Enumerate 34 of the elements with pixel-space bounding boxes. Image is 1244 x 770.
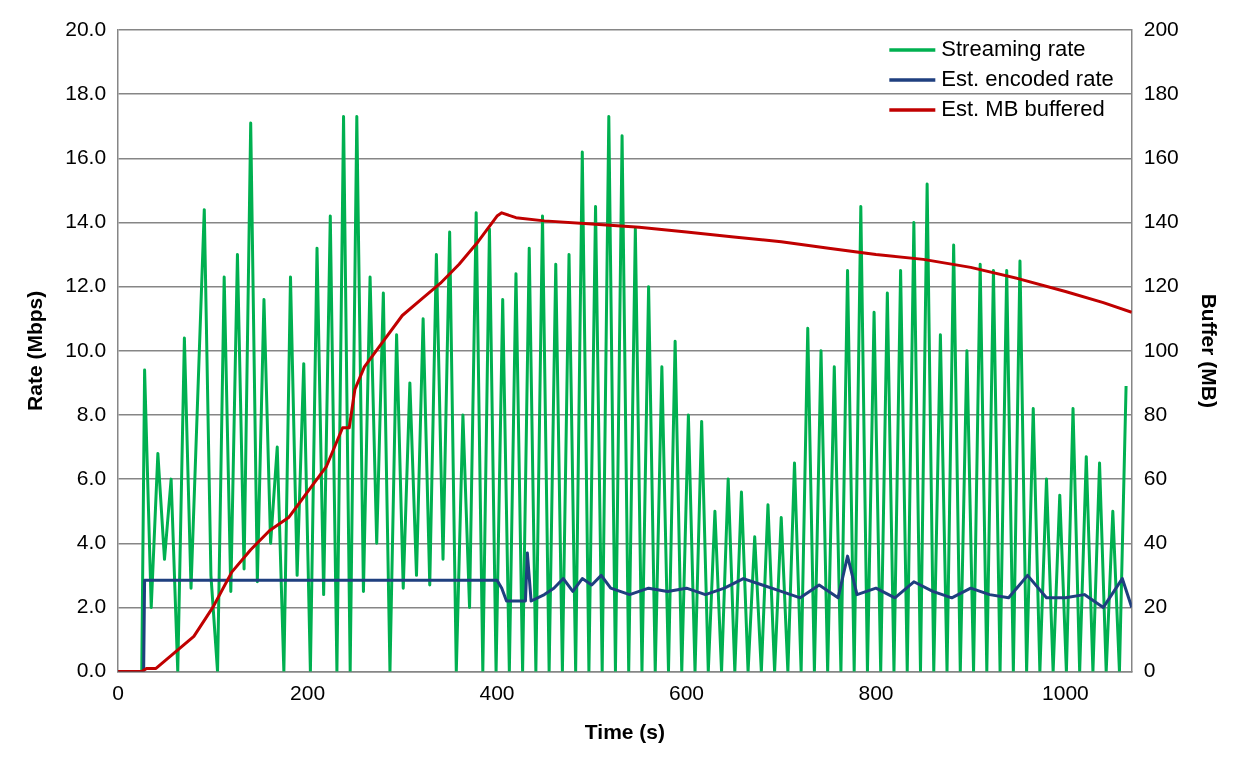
x-tick-label: 0: [112, 681, 124, 704]
y2-tick-label: 120: [1143, 273, 1179, 297]
y2-tick-label: 100: [1143, 337, 1179, 361]
y2-tick-label: 160: [1143, 145, 1179, 169]
y-tick-label: 6.0: [76, 465, 107, 489]
legend-label: Streaming rate: [941, 36, 1086, 62]
y-axis-title: Rate (Mbps): [23, 290, 47, 411]
y2-axis-title: Buffer (MB): [1197, 293, 1221, 408]
x-tick-label: 200: [290, 681, 326, 704]
y-tick-label: 8.0: [76, 401, 107, 425]
y2-tick-label: 140: [1143, 209, 1179, 233]
x-axis-title: Time (s): [584, 720, 665, 744]
y-tick-label: 12.0: [65, 273, 107, 297]
x-tick-label: 600: [668, 681, 705, 704]
y2-tick-label: 80: [1143, 401, 1168, 425]
legend-label: Est. MB buffered: [941, 96, 1105, 122]
y2-tick-label: 60: [1143, 465, 1168, 489]
x-tick-label: 400: [479, 681, 515, 704]
y2-tick-label: 200: [1143, 16, 1179, 40]
legend-label: Est. encoded rate: [941, 66, 1114, 92]
y-tick-label: 4.0: [76, 530, 107, 554]
y-tick-label: 10.0: [65, 337, 107, 361]
y2-tick-label: 0: [1143, 658, 1156, 682]
y2-tick-label: 40: [1143, 530, 1168, 554]
y-tick-label: 14.0: [65, 209, 107, 233]
x-tick-label: 800: [858, 681, 894, 704]
y2-tick-label: 180: [1143, 80, 1179, 104]
y-tick-label: 16.0: [65, 145, 107, 169]
y-tick-label: 20.0: [65, 16, 107, 40]
y-tick-label: 18.0: [65, 80, 107, 104]
y-tick-label: 2.0: [76, 594, 107, 618]
y2-tick-label: 20: [1143, 594, 1168, 618]
y-tick-label: 0.0: [76, 658, 107, 682]
x-tick-label: 1000: [1042, 681, 1089, 704]
